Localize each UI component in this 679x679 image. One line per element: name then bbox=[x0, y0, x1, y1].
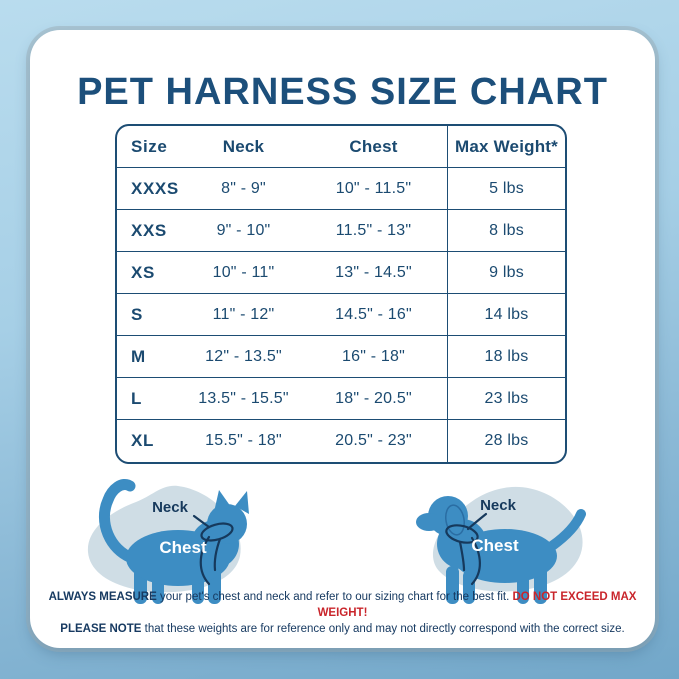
size-table: Size Neck Chest Max Weight* XXXS 8" - 9"… bbox=[115, 124, 567, 464]
cell-neck: 9" - 10" bbox=[216, 221, 271, 239]
cell-chest: 14.5" - 16" bbox=[335, 305, 412, 323]
cell-max-weight: 23 lbs bbox=[447, 378, 565, 419]
note-text: that these weights are for reference onl… bbox=[141, 622, 625, 635]
cat-tail bbox=[98, 479, 138, 564]
max-weight-warning: DO NOT EXCEED MAX WEIGHT! bbox=[317, 590, 637, 619]
column-header-neck: Neck bbox=[222, 136, 265, 156]
table-row: XL 15.5" - 18" 20.5" - 23" 28 lbs bbox=[117, 420, 565, 462]
harness-strap bbox=[213, 537, 222, 572]
measure-instruction-text: your pet's chest and neck and refer to o… bbox=[156, 590, 513, 603]
chest-label: Chest bbox=[159, 538, 207, 557]
cell-size: XS bbox=[131, 262, 155, 282]
cell-max-weight: 14 lbs bbox=[447, 294, 565, 335]
neck-label: Neck bbox=[152, 499, 189, 516]
neck-pointer-line bbox=[192, 514, 211, 529]
cell-neck: 13.5" - 15.5" bbox=[198, 389, 289, 407]
cell-neck: 12" - 13.5" bbox=[205, 347, 282, 365]
cell-max-weight: 18 lbs bbox=[447, 336, 565, 377]
always-measure-label: ALWAYS MEASURE bbox=[48, 590, 157, 603]
dog-tail bbox=[547, 509, 586, 551]
cell-max-weight: 5 lbs bbox=[447, 168, 565, 209]
column-header-size: Size bbox=[131, 136, 168, 156]
footer-note: ALWAYS MEASURE your pet's chest and neck… bbox=[30, 589, 655, 637]
cell-max-weight: 9 lbs bbox=[447, 252, 565, 293]
neck-pointer-line bbox=[466, 512, 488, 531]
cell-neck: 10" - 11" bbox=[212, 263, 275, 281]
chest-label: Chest bbox=[471, 536, 519, 555]
cell-size: L bbox=[131, 388, 142, 408]
harness-chest-loop bbox=[199, 535, 211, 586]
dog-harness-diagram: Neck Chest bbox=[416, 486, 586, 604]
table-row: L 13.5" - 15.5" 18" - 20.5" 23 lbs bbox=[117, 378, 565, 420]
table-row: XXXS 8" - 9" 10" - 11.5" 5 lbs bbox=[117, 168, 565, 210]
table-row: M 12" - 13.5" 16" - 18" 18 lbs bbox=[117, 336, 565, 378]
cell-neck: 11" - 12" bbox=[212, 305, 275, 323]
please-note-label: PLEASE NOTE bbox=[60, 622, 142, 635]
cell-chest: 10" - 11.5" bbox=[335, 179, 412, 197]
cell-size: XL bbox=[131, 431, 154, 450]
page-title: PET HARNESS SIZE CHART bbox=[77, 71, 608, 113]
cell-size: S bbox=[131, 304, 143, 324]
table-row: S 11" - 12" 14.5" - 16" 14 lbs bbox=[117, 294, 565, 336]
cell-max-weight: 8 lbs bbox=[447, 210, 565, 251]
table-row: XXS 9" - 10" 11.5" - 13" 8 lbs bbox=[117, 210, 565, 252]
footer-line-measure: ALWAYS MEASURE your pet's chest and neck… bbox=[30, 589, 655, 621]
cell-chest: 13" - 14.5" bbox=[335, 263, 412, 281]
cell-neck: 15.5" - 18" bbox=[205, 432, 282, 449]
harness-chest-loop bbox=[470, 536, 481, 586]
table-header-row: Size Neck Chest Max Weight* bbox=[117, 126, 565, 168]
column-header-max-weight: Max Weight* bbox=[447, 126, 565, 167]
info-card: PET HARNESS SIZE CHART Size Neck Chest M… bbox=[30, 30, 655, 648]
cell-chest: 11.5" - 13" bbox=[335, 221, 412, 239]
cat-harness-diagram: Neck Chest bbox=[87, 479, 249, 604]
footer-line-note: PLEASE NOTE that these weights are for r… bbox=[30, 621, 655, 637]
harness-outline bbox=[192, 514, 234, 586]
cell-size: M bbox=[131, 346, 146, 366]
cell-size: XXS bbox=[131, 220, 167, 240]
cell-chest: 20.5" - 23" bbox=[335, 432, 412, 449]
cell-chest: 16" - 18" bbox=[342, 347, 405, 365]
cell-max-weight: 28 lbs bbox=[447, 420, 565, 462]
harness-outline bbox=[445, 512, 488, 586]
cell-size: XXXS bbox=[131, 178, 179, 198]
harness-strap bbox=[458, 540, 466, 572]
table-row: XS 10" - 11" 13" - 14.5" 9 lbs bbox=[117, 252, 565, 294]
column-header-chest: Chest bbox=[349, 136, 398, 156]
cell-neck: 8" - 9" bbox=[221, 179, 266, 197]
neck-label: Neck bbox=[480, 497, 517, 514]
cell-chest: 18" - 20.5" bbox=[335, 389, 412, 407]
